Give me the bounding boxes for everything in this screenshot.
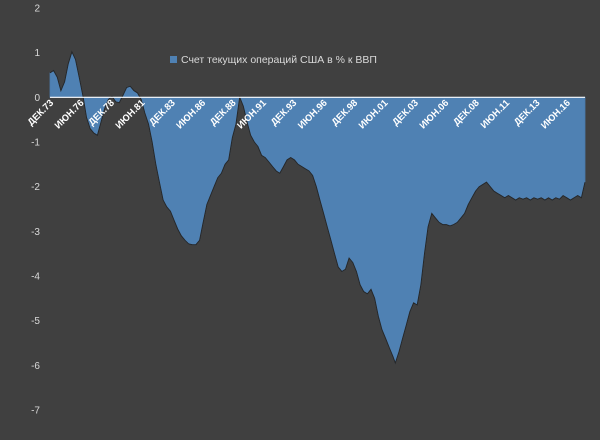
y-tick-label: -1 xyxy=(31,138,40,149)
y-tick-label: -5 xyxy=(31,316,40,327)
y-tick-label: -2 xyxy=(31,182,40,193)
area-series xyxy=(49,50,586,365)
series-line xyxy=(49,50,586,365)
y-tick-label: -7 xyxy=(31,406,40,417)
y-tick-label: -4 xyxy=(31,272,40,283)
y-tick-label: 1 xyxy=(34,48,40,59)
legend-label: Счет текущих операций США в % к ВВП xyxy=(181,54,377,66)
y-tick-label: -3 xyxy=(31,227,40,238)
legend-swatch xyxy=(170,56,177,63)
y-tick-label: 2 xyxy=(34,4,40,15)
legend: Счет текущих операций США в % к ВВП xyxy=(170,54,377,66)
y-tick-label: -6 xyxy=(31,361,40,372)
y-axis: 2 1 0 -1 -2 -3 -4 -5 -6 -7 xyxy=(31,4,40,417)
y-tick-label: 0 xyxy=(34,93,40,104)
